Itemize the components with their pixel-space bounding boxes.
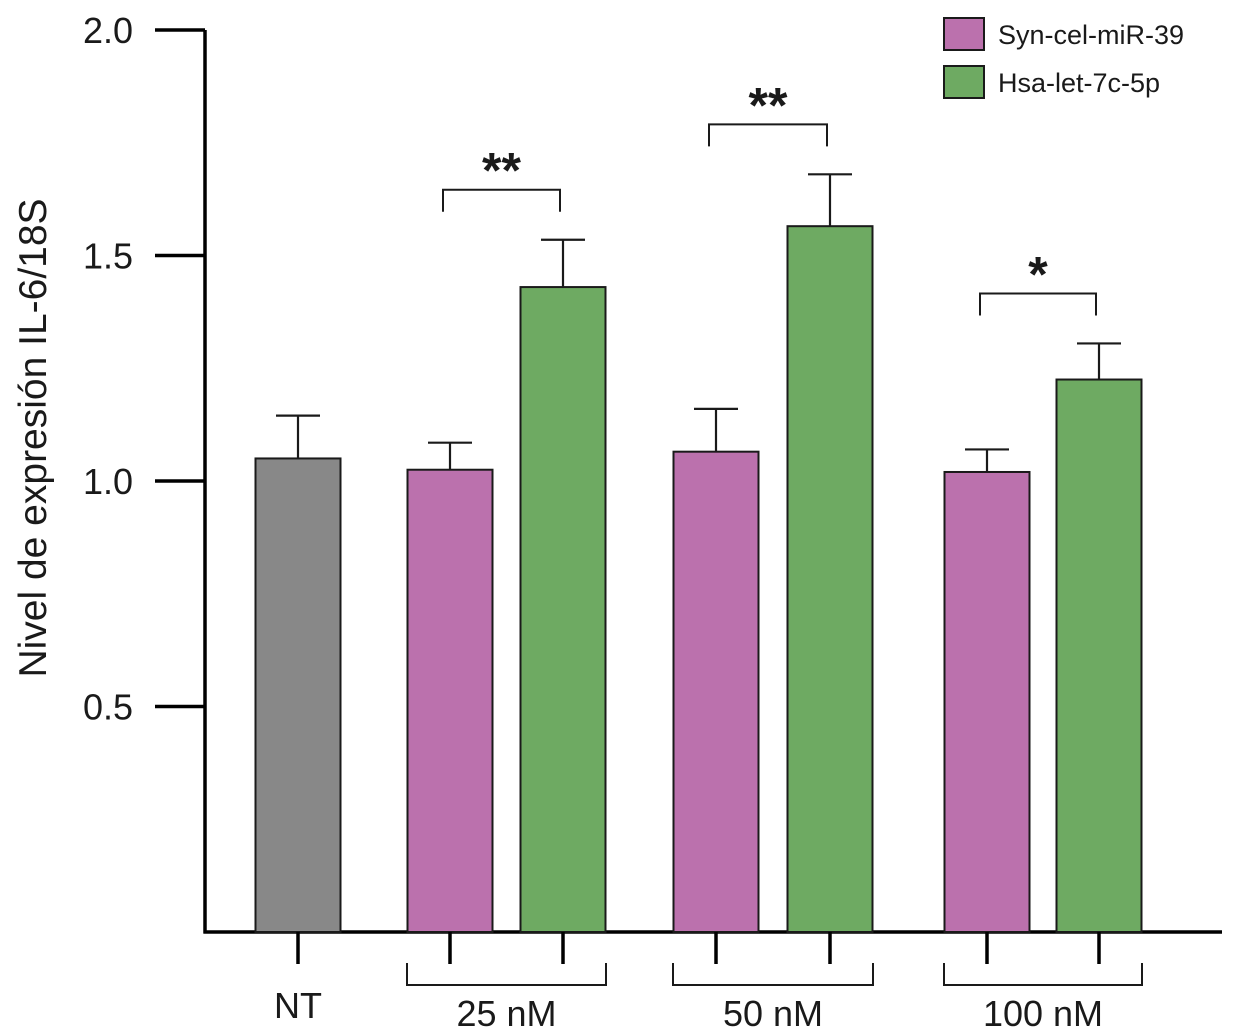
significance-label: ** (749, 77, 788, 133)
significance-bracket (708, 123, 828, 147)
x-group-label: 25 nM (456, 993, 556, 1032)
significance-bracket (442, 188, 561, 212)
bar (519, 286, 607, 933)
bar (406, 468, 494, 933)
x-group-label: 50 nM (723, 993, 823, 1032)
group-bracket (672, 963, 874, 986)
x-group-label: 100 nM (983, 993, 1103, 1032)
plot-area: 0.5 1.0 1.5 2.0 NT 25 nM ** 50 nM ** 100 nM * (83, 10, 1222, 1032)
y-tick-label: 1.5 (83, 236, 133, 277)
y-tick-label: 0.5 (83, 687, 133, 728)
bar (1055, 378, 1143, 933)
legend-label: Syn-cel-miR-39 (998, 20, 1184, 50)
legend-label: Hsa-let-7c-5p (998, 68, 1160, 98)
bar (943, 470, 1031, 933)
significance-bracket (979, 292, 1097, 316)
y-tick-label: 2.0 (83, 10, 133, 51)
bar (786, 225, 874, 933)
group-bracket (943, 963, 1143, 986)
group-bracket (406, 963, 607, 986)
significance-label: * (1028, 246, 1048, 302)
legend-swatch (943, 17, 985, 51)
y-tick-label: 1.0 (83, 461, 133, 502)
bar (672, 450, 760, 933)
x-group-label: NT (274, 985, 322, 1026)
y-axis-title: Nivel de expresión IL-6/18S (12, 198, 55, 677)
significance-label: ** (482, 143, 521, 199)
legend: Syn-cel-miR-39 Hsa-let-7c-5p (943, 17, 1184, 99)
legend-swatch (943, 65, 985, 99)
bar (254, 457, 342, 933)
